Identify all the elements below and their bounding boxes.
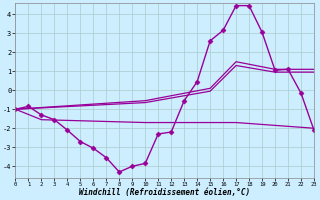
X-axis label: Windchill (Refroidissement éolien,°C): Windchill (Refroidissement éolien,°C) (79, 188, 250, 197)
